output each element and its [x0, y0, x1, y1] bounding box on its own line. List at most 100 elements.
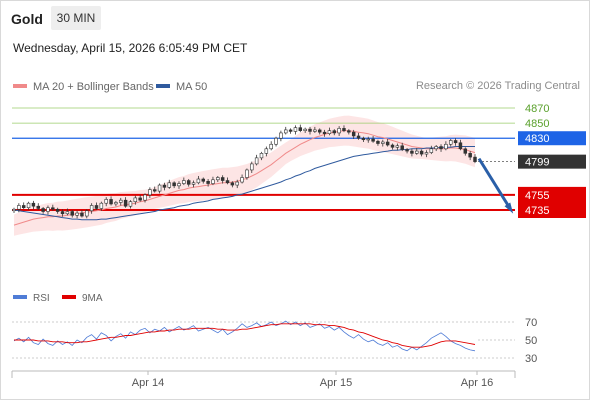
- rsi-label: RSI: [33, 293, 50, 304]
- candle: [133, 195, 138, 205]
- candle-body-down: [109, 199, 113, 205]
- candle-body-up: [114, 202, 118, 205]
- candle: [347, 129, 351, 135]
- candle: [182, 177, 186, 186]
- candle-body-down: [70, 211, 74, 216]
- candle: [21, 202, 26, 210]
- candle-body-down: [463, 148, 468, 154]
- candle: [225, 177, 230, 185]
- support-tag: [518, 186, 586, 218]
- legend-9ma: 9MA: [62, 293, 103, 305]
- candle: [400, 142, 404, 152]
- candle: [235, 179, 239, 189]
- candle: [12, 207, 16, 214]
- price-panel: 4870 4850 4830 4799 4755 4735: [12, 103, 586, 236]
- candle-body-up: [415, 150, 419, 154]
- candle-body-down: [80, 212, 84, 217]
- candle: [191, 180, 196, 188]
- candle-body-up: [65, 211, 70, 215]
- rsi-tick-label: 30: [525, 353, 537, 365]
- candle-body-down: [220, 177, 225, 181]
- candle: [351, 129, 356, 139]
- ma20-swatch-icon: [13, 84, 27, 89]
- candle: [220, 175, 225, 184]
- candle-body-up: [128, 201, 133, 207]
- candle-body-down: [60, 211, 65, 215]
- candle-body-down: [230, 182, 235, 186]
- candle: [94, 202, 99, 210]
- candle-body-down: [94, 205, 99, 209]
- candle: [104, 197, 108, 207]
- candle-body-up: [366, 138, 370, 141]
- candle-body-down: [371, 138, 375, 142]
- candle-body-down: [225, 180, 230, 184]
- candle-body-down: [458, 142, 463, 150]
- candle: [196, 176, 201, 185]
- candle-body-down: [473, 156, 477, 162]
- candle: [85, 209, 89, 219]
- candle-body-down: [41, 208, 45, 212]
- price-level-4799: 4799: [478, 154, 586, 169]
- candle-body-up: [303, 128, 307, 131]
- candle-body-down: [288, 129, 293, 132]
- legend-ma50: MA 50: [156, 80, 207, 94]
- level-label: 4755: [525, 190, 549, 202]
- candle: [186, 179, 191, 187]
- candle-body-up: [99, 202, 104, 209]
- candle: [70, 210, 74, 218]
- level-tag: [518, 131, 586, 146]
- candle: [89, 203, 94, 214]
- candle-body-down: [342, 128, 346, 131]
- candle-body-up: [381, 141, 385, 144]
- level-label: 4799: [525, 157, 549, 169]
- candle: [206, 179, 210, 187]
- candle-body-down: [351, 131, 356, 137]
- candle: [264, 146, 269, 157]
- candle-body-up: [284, 129, 288, 134]
- candle: [424, 150, 429, 158]
- price-level-4755: 4755: [12, 190, 549, 202]
- candle: [410, 148, 414, 157]
- candle: [434, 145, 438, 152]
- candle: [216, 176, 220, 183]
- candle: [162, 182, 167, 191]
- candle-body-up: [250, 163, 254, 171]
- candle-body-down: [152, 189, 157, 192]
- candle: [298, 124, 303, 133]
- candle: [109, 196, 113, 206]
- candle-body-up: [177, 183, 181, 187]
- candle: [230, 181, 235, 188]
- price-level-4830: 4830: [12, 131, 586, 146]
- candle-body-up: [211, 179, 215, 184]
- candle-body-down: [400, 145, 404, 150]
- candle: [167, 179, 172, 189]
- candle-body-up: [89, 205, 94, 212]
- time-tick-label: Apr 15: [320, 377, 352, 389]
- rsi-swatch-icon: [13, 295, 27, 300]
- candle: [473, 154, 477, 164]
- candle-body-down: [405, 149, 409, 152]
- candle: [385, 138, 390, 147]
- candle: [17, 203, 21, 213]
- candle-body-up: [424, 152, 429, 155]
- price-level-4850: 4850: [12, 118, 549, 130]
- time-tick-label: Apr 14: [132, 377, 164, 389]
- candle-body-up: [12, 208, 16, 212]
- candle: [429, 145, 434, 155]
- candle: [245, 168, 249, 180]
- candle-body-down: [347, 130, 351, 133]
- level-tag: [518, 154, 586, 169]
- candle-body-down: [468, 153, 472, 158]
- candle: [322, 129, 327, 137]
- legend-rsi: RSI: [13, 293, 50, 305]
- candle: [274, 136, 278, 147]
- timeframe-button[interactable]: 30 MIN: [51, 6, 101, 30]
- level-label: 4735: [525, 205, 549, 217]
- candle: [405, 148, 409, 154]
- candle-body-down: [51, 207, 55, 210]
- candle: [444, 141, 448, 151]
- candle: [308, 126, 312, 135]
- candle: [361, 136, 366, 142]
- candle: [468, 151, 472, 161]
